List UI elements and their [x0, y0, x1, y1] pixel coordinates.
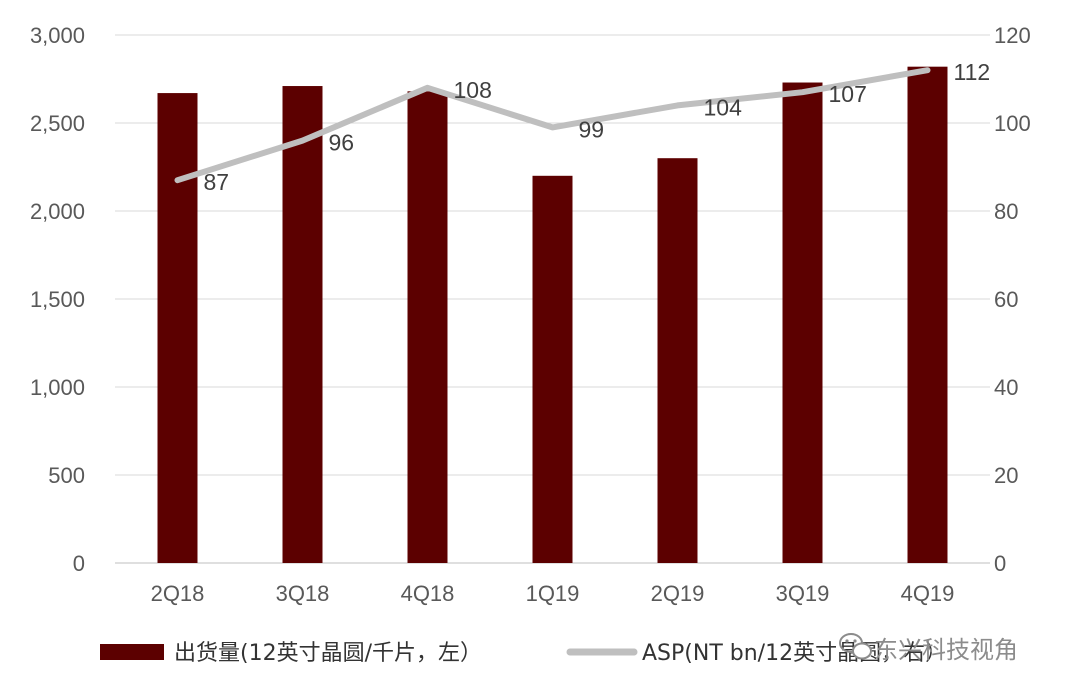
data-label-2Q19: 104	[704, 94, 743, 120]
bar-1Q19	[532, 175, 573, 564]
left-axis: 0 500 1,000 1,500 2,000 2,500 3,000	[30, 23, 85, 576]
left-tick-label: 500	[48, 463, 85, 488]
line-series	[174, 67, 931, 184]
right-tick-label: 80	[994, 199, 1018, 224]
left-tick-label: 1,500	[30, 287, 85, 312]
wechat-icon	[839, 633, 872, 660]
legend-bar-label: 出货量(12英寸晶圆/千片，左）	[174, 641, 482, 666]
bar-3Q18	[282, 86, 323, 563]
legend: 出货量(12英寸晶圆/千片，左） ASP(NT bn/12英寸晶圆，右）	[100, 641, 947, 666]
x-tick-label: 4Q18	[401, 581, 455, 606]
left-tick-label: 1,000	[30, 375, 85, 400]
x-tick-label: 2Q18	[151, 581, 205, 606]
right-tick-label: 40	[994, 375, 1018, 400]
bar-2Q18	[157, 93, 198, 563]
x-tick-label: 3Q19	[776, 581, 830, 606]
bar-4Q19	[907, 66, 948, 564]
data-label-3Q18: 96	[329, 130, 355, 156]
left-tick-label: 0	[73, 551, 85, 576]
watermark: 东兴科技视角	[839, 633, 1018, 664]
right-tick-label: 100	[994, 111, 1031, 136]
right-tick-label: 120	[994, 23, 1031, 48]
bar-3Q19	[782, 82, 823, 564]
right-tick-label: 20	[994, 463, 1018, 488]
legend-line-label: ASP(NT bn/12英寸晶圆，右）	[642, 641, 947, 666]
x-axis: 2Q18 3Q18 4Q18 1Q19 2Q19 3Q19 4Q19	[151, 581, 955, 606]
bar-2Q19	[657, 158, 698, 563]
x-tick-label: 4Q19	[901, 581, 955, 606]
data-label-4Q19: 112	[954, 59, 991, 85]
x-tick-label: 2Q19	[651, 581, 705, 606]
right-tick-label: 60	[994, 287, 1018, 312]
bar-4Q18	[407, 91, 448, 563]
right-axis: 0 20 40 60 80 100 120	[994, 23, 1031, 576]
data-label-3Q19: 107	[829, 81, 867, 107]
data-label-2Q18: 87	[204, 169, 230, 195]
data-label-1Q19: 99	[579, 116, 605, 142]
asp-line	[174, 67, 931, 184]
left-tick-label: 2,500	[30, 111, 85, 136]
right-tick-label: 0	[994, 551, 1006, 576]
x-tick-label: 3Q18	[276, 581, 330, 606]
bar-series	[157, 66, 948, 564]
line-data-labels: 87 96 108 99 104 107 112	[204, 59, 991, 195]
watermark-text: 东兴科技视角	[874, 636, 1018, 664]
left-tick-label: 3,000	[30, 23, 85, 48]
left-tick-label: 2,000	[30, 199, 85, 224]
x-tick-label: 1Q19	[526, 581, 580, 606]
legend-bar-swatch	[100, 644, 164, 660]
data-label-4Q18: 108	[454, 77, 492, 103]
